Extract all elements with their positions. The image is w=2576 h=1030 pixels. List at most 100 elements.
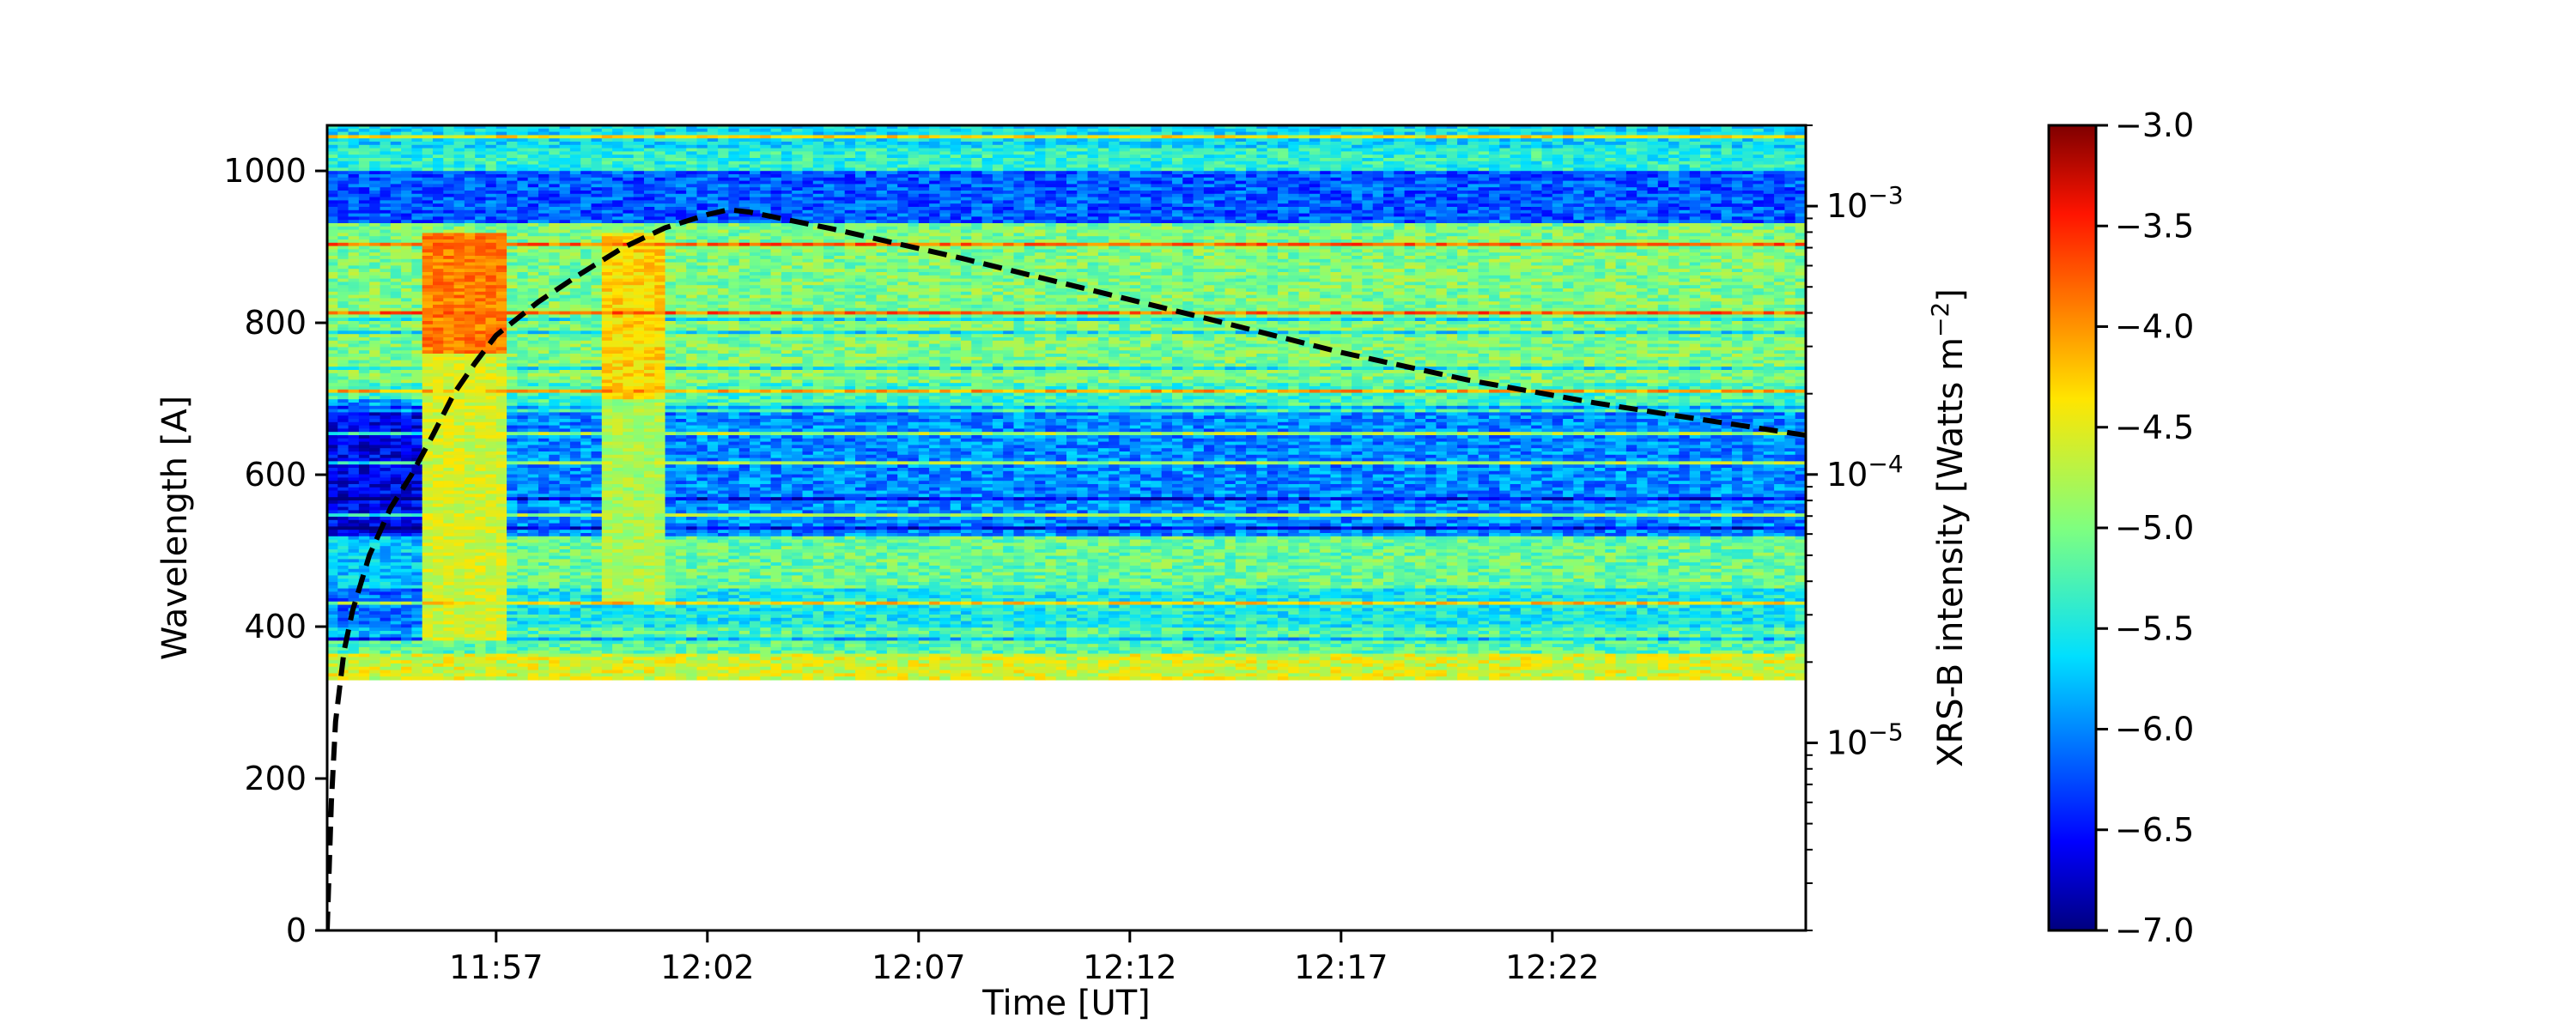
heatmap-cell — [485, 385, 497, 391]
heatmap-cell — [422, 572, 434, 576]
heatmap-cell — [475, 131, 487, 136]
heatmap-cell — [623, 441, 635, 445]
heatmap-cell — [549, 327, 561, 331]
heatmap-cell — [569, 187, 581, 191]
heatmap-cell — [380, 542, 392, 547]
heatmap-cell — [348, 591, 360, 596]
heatmap-cell — [495, 653, 507, 657]
heatmap-cell — [633, 242, 645, 247]
heatmap-cell — [464, 389, 476, 394]
heatmap-cell — [443, 579, 455, 583]
heatmap-cell — [358, 376, 370, 380]
heatmap-cell — [358, 552, 370, 557]
heatmap-cell — [358, 330, 370, 335]
heatmap-cell — [327, 343, 338, 348]
heatmap-cell — [507, 233, 518, 237]
heatmap-cell — [369, 360, 381, 364]
heatmap-cell — [380, 301, 392, 306]
heatmap-cell — [327, 588, 338, 592]
heatmap-cell — [538, 650, 550, 655]
heatmap-cell — [433, 336, 444, 342]
heatmap-cell — [591, 608, 603, 612]
heatmap-cell — [569, 481, 581, 485]
heatmap-cell — [443, 513, 455, 518]
heatmap-cell — [453, 601, 465, 606]
heatmap-cell — [623, 184, 635, 188]
heatmap-cell — [443, 311, 455, 315]
heatmap-cell — [507, 154, 518, 159]
heatmap-cell — [453, 209, 465, 215]
heatmap-cell — [527, 608, 539, 612]
heatmap-cell — [348, 307, 360, 312]
heatmap-cell — [453, 559, 465, 563]
heatmap-cell — [495, 197, 507, 201]
heatmap-cell — [612, 239, 623, 244]
heatmap-cell — [485, 282, 497, 286]
heatmap-cell — [422, 601, 434, 606]
heatmap-cell — [369, 454, 381, 459]
heatmap-cell — [591, 405, 603, 410]
heatmap-cell — [327, 637, 338, 641]
heatmap-cell — [580, 481, 592, 485]
heatmap-cell — [623, 494, 635, 498]
heatmap-cell — [369, 334, 381, 338]
heatmap-cell — [358, 676, 370, 681]
heatmap-cell — [411, 209, 423, 215]
heatmap-cell — [348, 242, 360, 247]
heatmap-cell — [495, 148, 507, 152]
heatmap-cell — [485, 249, 497, 253]
heatmap-cell — [591, 630, 603, 635]
heatmap-cell — [549, 506, 561, 511]
heatmap-cell — [443, 588, 455, 592]
heatmap-cell — [549, 353, 561, 358]
heatmap-cell — [433, 258, 444, 264]
heatmap-cell — [527, 585, 539, 590]
heatmap-cell — [538, 229, 550, 233]
heatmap-cell — [475, 327, 487, 331]
heatmap-cell — [507, 148, 518, 152]
heatmap-cell — [580, 470, 592, 476]
heatmap-cell — [569, 646, 581, 651]
heatmap-cell — [569, 311, 581, 315]
heatmap-cell — [348, 418, 360, 423]
heatmap-cell — [443, 461, 455, 465]
heatmap-cell — [559, 184, 571, 188]
heatmap-cell — [369, 562, 381, 566]
heatmap-cell — [422, 617, 434, 622]
heatmap-cell — [623, 601, 635, 606]
heatmap-cell — [612, 269, 623, 273]
heatmap-cell — [411, 330, 423, 335]
heatmap-cell — [380, 184, 392, 188]
heatmap-cell — [337, 301, 349, 306]
heatmap-cell — [485, 470, 497, 476]
heatmap-cell — [475, 151, 487, 155]
heatmap-cell — [591, 539, 603, 543]
heatmap-cell — [612, 604, 623, 609]
heatmap-cell — [390, 269, 402, 273]
heatmap-cell — [591, 497, 603, 501]
heatmap-cell — [453, 184, 465, 188]
heatmap-cell — [390, 483, 402, 488]
heatmap-cell — [390, 581, 402, 586]
heatmap-cell — [443, 298, 455, 302]
heatmap-cell — [348, 385, 360, 391]
heatmap-cell — [580, 177, 592, 182]
heatmap-cell — [549, 624, 561, 628]
heatmap-cell — [369, 421, 381, 427]
heatmap-cell — [401, 278, 412, 282]
heatmap-cell — [443, 216, 455, 221]
heatmap-cell — [612, 314, 623, 318]
heatmap-cell — [569, 236, 581, 240]
heatmap-cell — [401, 174, 412, 179]
heatmap-cell — [369, 513, 381, 518]
heatmap-cell — [422, 650, 434, 655]
heatmap-cell — [485, 483, 497, 488]
heatmap-cell — [612, 376, 623, 380]
heatmap-cell — [443, 425, 455, 429]
heatmap-cell — [559, 457, 571, 462]
heatmap-cell — [495, 624, 507, 628]
heatmap-cell — [453, 177, 465, 182]
heatmap-cell — [623, 604, 635, 609]
heatmap-cell — [527, 539, 539, 543]
heatmap-cell — [580, 200, 592, 204]
